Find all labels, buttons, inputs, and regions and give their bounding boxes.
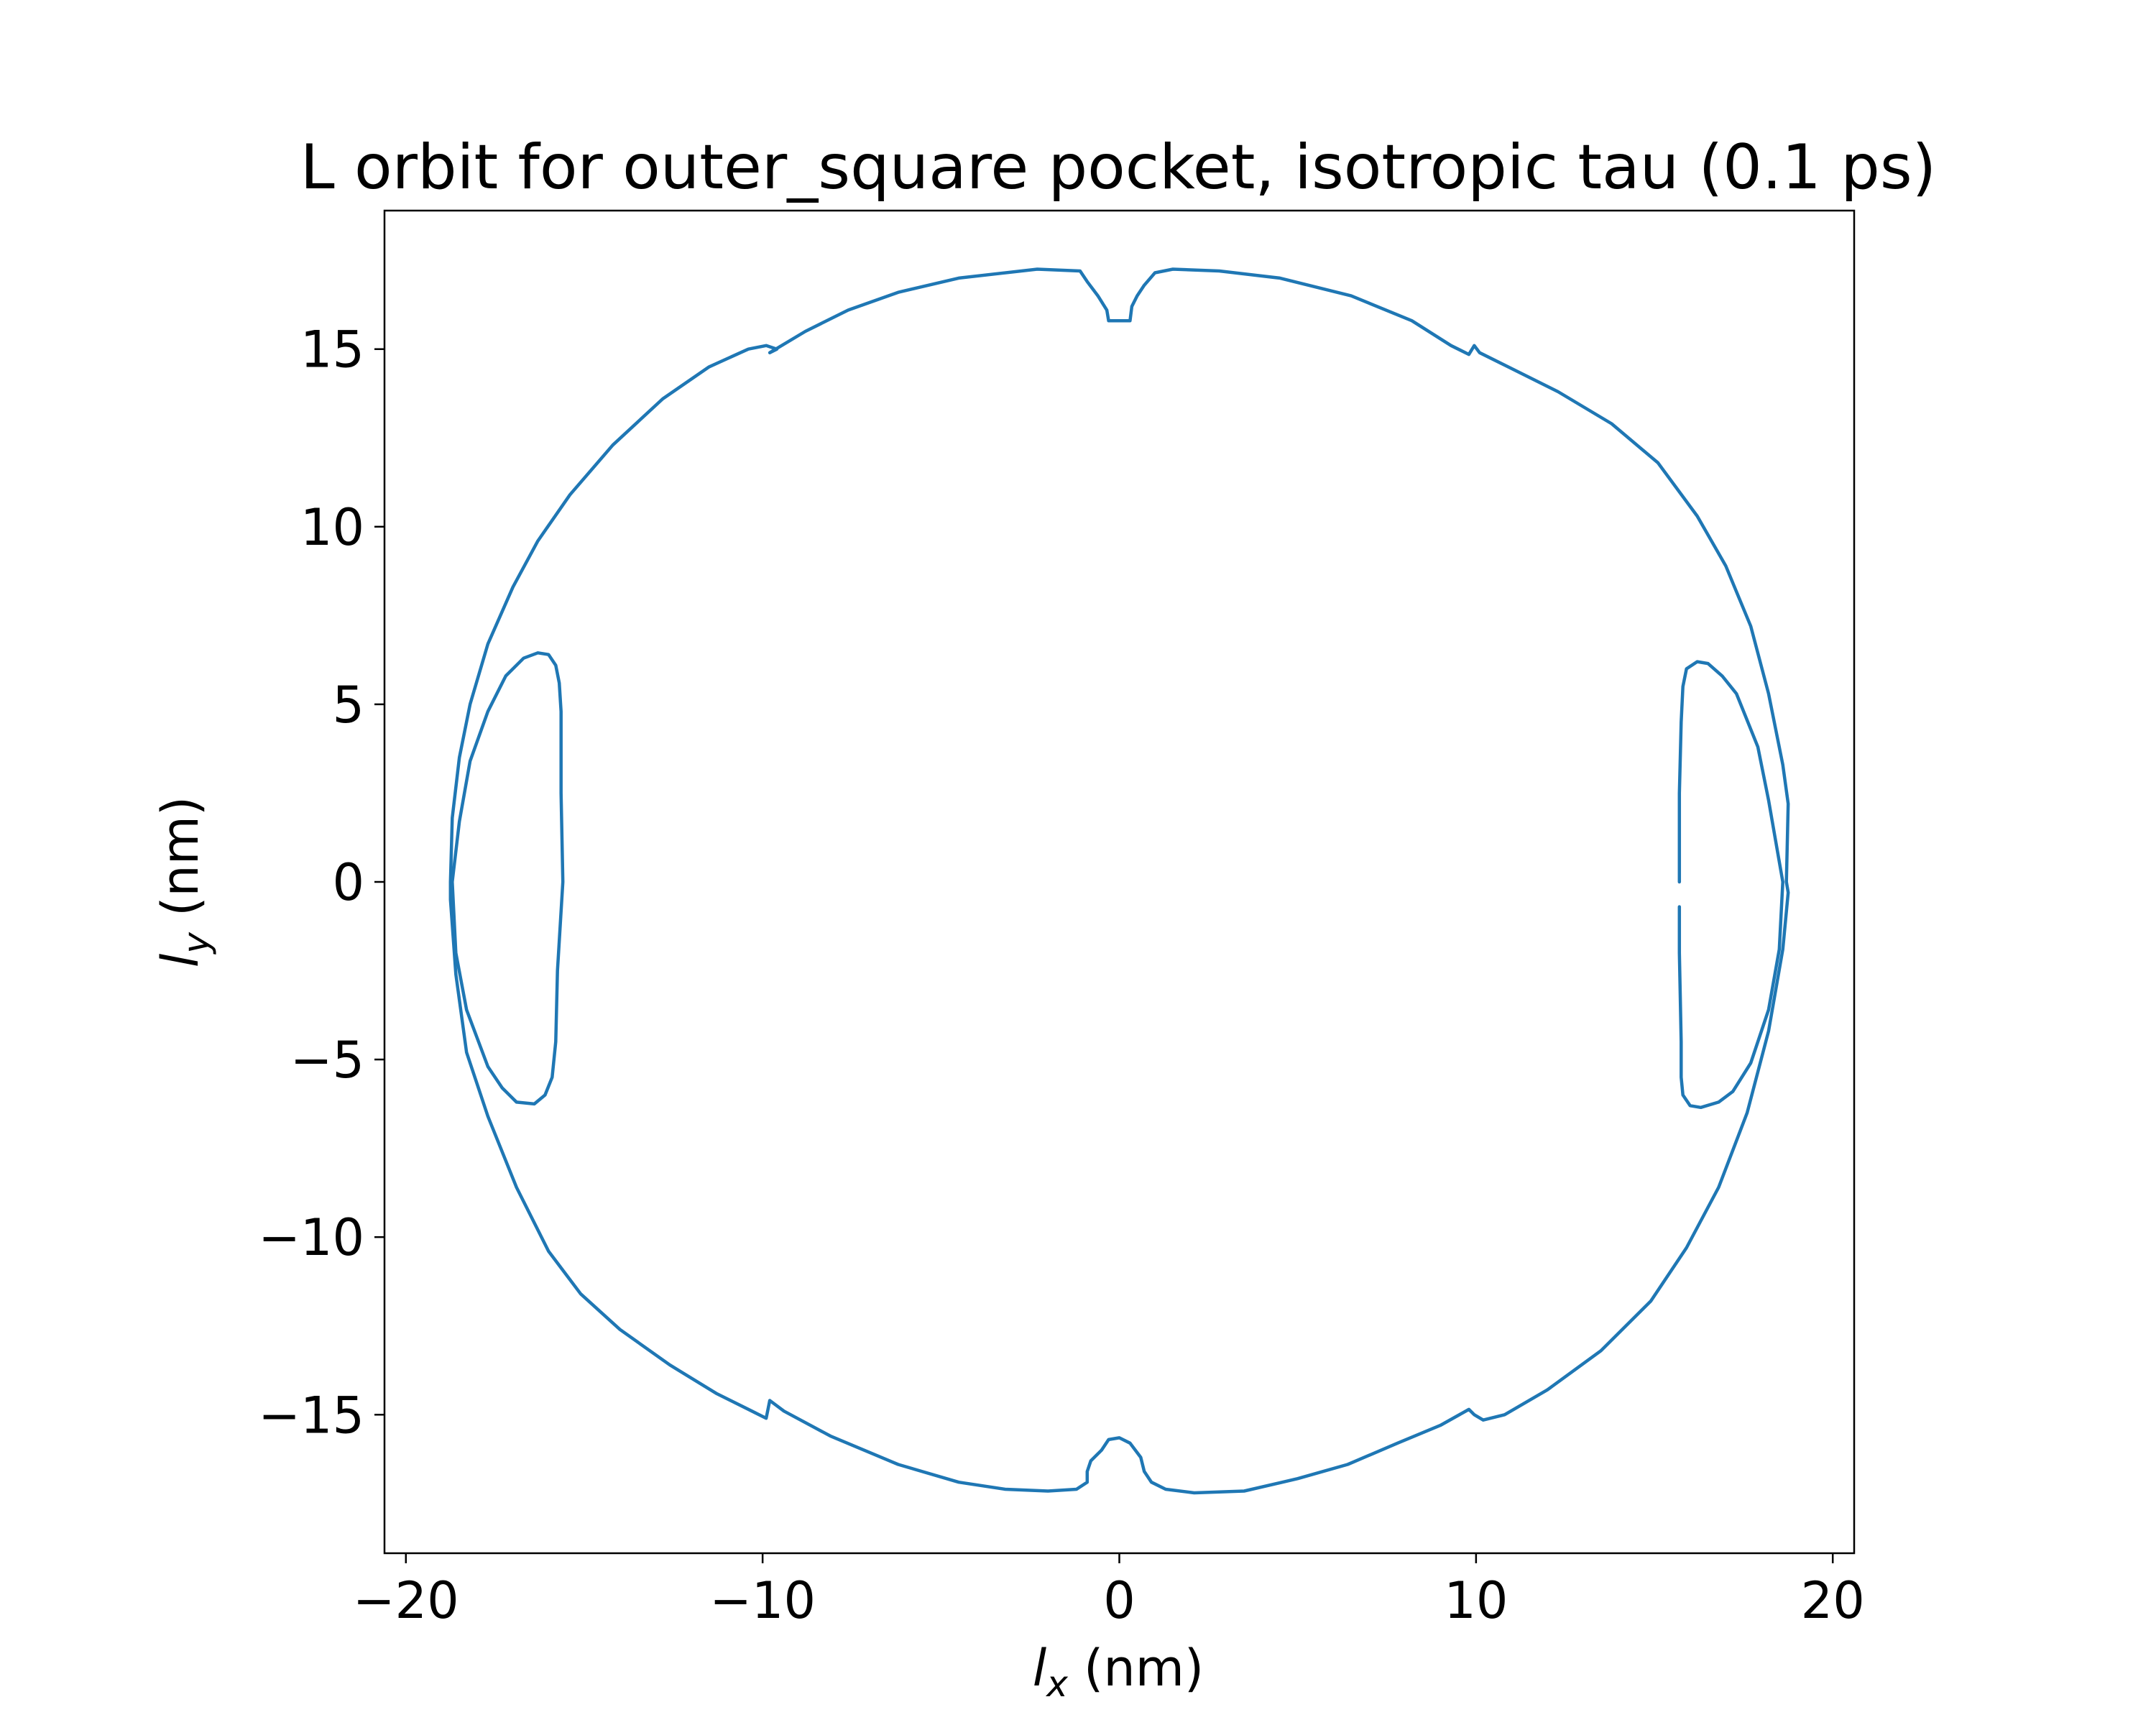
y-axis-label-unit: (nm) bbox=[151, 796, 210, 932]
orbit-segment-0-2 bbox=[1677, 660, 1784, 1110]
x-tick-label: 20 bbox=[1801, 1571, 1865, 1630]
y-axis-label-symbol: l bbox=[151, 953, 210, 967]
plot-area bbox=[448, 267, 1790, 1495]
x-axis-label-subscript: x bbox=[1045, 1663, 1068, 1705]
y-tick-label: −5 bbox=[290, 1031, 364, 1090]
axes-frame bbox=[383, 209, 1856, 1555]
x-tick-label: −20 bbox=[353, 1571, 459, 1630]
y-tick-label: −15 bbox=[258, 1386, 364, 1445]
x-tick-label: 10 bbox=[1444, 1571, 1508, 1630]
y-tick-label: 5 bbox=[332, 676, 364, 735]
y-axis-label-subscript: y bbox=[175, 932, 217, 955]
x-axis-label-symbol: l bbox=[1033, 1639, 1047, 1698]
chart-title: L orbit for outer_square pocket, isotrop… bbox=[300, 132, 1936, 203]
y-tick-label: 15 bbox=[300, 321, 364, 380]
x-axis-label-unit: (nm) bbox=[1068, 1639, 1204, 1698]
orbit-segment-0-1 bbox=[451, 651, 565, 1106]
x-axis: −20 −10 0 10 20 bbox=[353, 1553, 1865, 1630]
x-axis-label: lx (nm) bbox=[1033, 1639, 1204, 1705]
y-axis-label: ly (nm) bbox=[151, 796, 217, 967]
x-tick-label: 0 bbox=[1103, 1571, 1135, 1630]
orbit-segment-0-0 bbox=[448, 267, 1790, 1495]
y-tick-label: −10 bbox=[258, 1208, 364, 1267]
y-tick-label: 10 bbox=[300, 498, 364, 557]
x-tick-label: −10 bbox=[709, 1571, 816, 1630]
y-tick-label: 0 bbox=[332, 853, 364, 912]
y-axis: −15 −10 −5 0 5 10 15 bbox=[258, 321, 384, 1445]
